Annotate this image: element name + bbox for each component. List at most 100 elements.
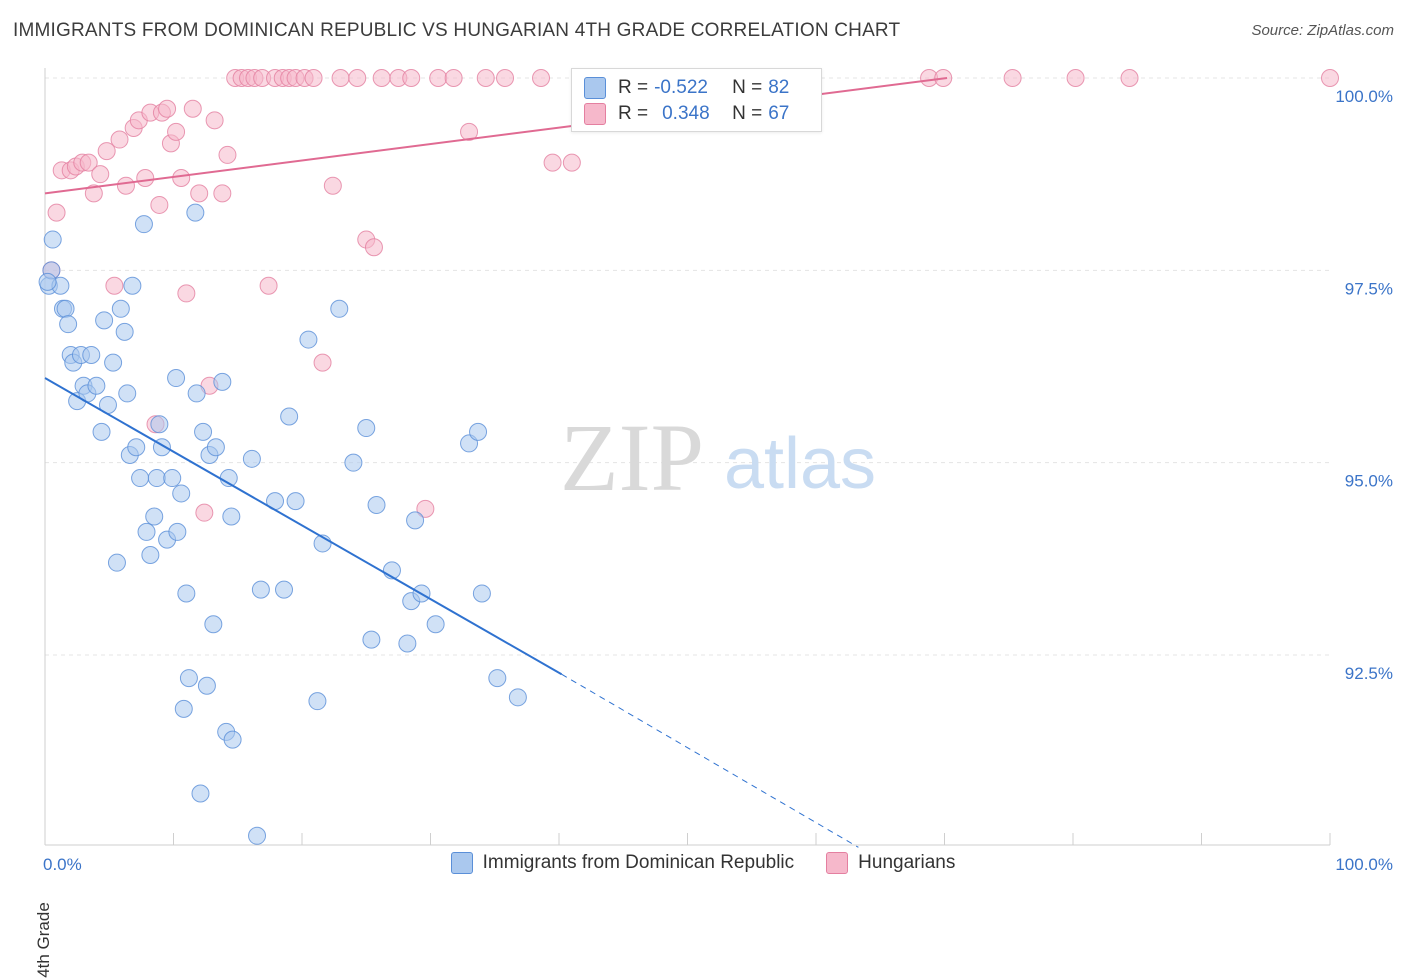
- hungarian-point: [110, 130, 129, 149]
- hungarian-point: [331, 69, 350, 87]
- hungarian-point: [172, 169, 191, 188]
- dominican-point: [179, 669, 198, 688]
- dominican-point: [134, 215, 153, 234]
- dominican-point: [118, 384, 137, 403]
- dominican-point: [194, 422, 213, 441]
- hungarian-point: [1120, 69, 1139, 87]
- hungarian-point: [47, 203, 66, 222]
- dominican-trend-line: [44, 377, 563, 676]
- dominican-point: [406, 511, 425, 530]
- hungarian-point: [348, 69, 367, 87]
- hungarian-point: [105, 276, 124, 295]
- hungarian-point: [460, 122, 479, 141]
- dominican-point: [95, 311, 114, 330]
- dominican-point: [59, 315, 78, 334]
- dominican-point: [206, 438, 225, 457]
- hungarian-point: [218, 145, 237, 164]
- dominican-points: [38, 203, 527, 845]
- hungarian-point: [177, 284, 196, 303]
- x-tick-label: 100.0%: [1335, 855, 1393, 874]
- hungarian-point: [84, 184, 103, 203]
- dominican-point: [426, 615, 445, 634]
- series-legend: Immigrants from Dominican Republic Hunga…: [0, 852, 1406, 874]
- blue-swatch: [584, 77, 606, 99]
- hungarian-point: [158, 99, 177, 118]
- legend-row-dominican: R = -0.522 N = 82: [584, 76, 789, 100]
- dominican-point: [204, 615, 223, 634]
- dominican-point: [187, 384, 206, 403]
- hungarian-point: [496, 69, 515, 87]
- axes: [44, 68, 1331, 846]
- correlation-legend: R = -0.522 N = 82 R = 0.348 N = 67: [571, 68, 822, 132]
- dominican-point: [141, 545, 160, 564]
- y-tick-label: 97.5%: [1345, 279, 1393, 298]
- legend-n-label: N =: [732, 103, 763, 124]
- dominican-point: [150, 415, 169, 434]
- hungarian-point: [190, 184, 209, 203]
- legend-row-hungarians: R = 0.348 N = 67: [584, 102, 789, 126]
- scatter-chart: ZIP atlas 92.5% 95.0% 97.5% 100.0% 0.0% 100.0…: [38, 68, 1393, 874]
- watermark-atlas: atlas: [724, 424, 876, 504]
- dominican-point: [330, 299, 349, 318]
- legend-item-hungarians[interactable]: Hungarians: [826, 852, 955, 874]
- hungarian-point: [116, 176, 135, 195]
- legend-r-label: R =: [618, 77, 649, 98]
- legend-label: Hungarians: [858, 852, 956, 873]
- dominican-point: [362, 630, 381, 649]
- dominican-point: [186, 203, 205, 222]
- hungarian-point: [183, 99, 202, 118]
- hungarian-point: [1066, 69, 1085, 87]
- hungarian-point: [91, 165, 110, 184]
- blue-swatch: [450, 852, 473, 874]
- dominican-point: [177, 584, 196, 603]
- hungarian-point: [532, 69, 551, 87]
- dominican-point: [107, 553, 126, 572]
- hungarian-point: [323, 176, 342, 195]
- dominican-point: [357, 419, 376, 438]
- hungarian-point: [150, 195, 169, 214]
- hungarian-point: [402, 69, 421, 87]
- dominican-point: [286, 492, 305, 511]
- dominican-trend-extension: [561, 673, 859, 848]
- gridlines: [45, 77, 1330, 656]
- dominican-point: [123, 276, 142, 295]
- legend-item-dominican[interactable]: Immigrants from Dominican Republic: [450, 852, 794, 874]
- dominican-point: [308, 692, 327, 711]
- watermark-zip: ZIP: [560, 404, 704, 511]
- hungarian-point: [543, 153, 562, 172]
- dominican-point: [137, 522, 156, 541]
- hungarian-point: [313, 353, 332, 372]
- legend-n-label: N =: [732, 77, 763, 98]
- dominican-point: [280, 407, 299, 426]
- hungarian-point: [79, 153, 98, 172]
- hungarian-point: [213, 184, 232, 203]
- dominican-point: [172, 484, 191, 503]
- dominican-point: [56, 299, 75, 318]
- dominican-point: [131, 469, 150, 488]
- dominican-point: [472, 584, 491, 603]
- dominican-point: [213, 372, 232, 391]
- dominican-point: [197, 676, 216, 695]
- dominican-point: [38, 272, 57, 291]
- dominican-point: [104, 353, 123, 372]
- dominican-point: [367, 495, 386, 514]
- hungarian-point: [416, 499, 435, 518]
- dominican-point: [111, 299, 130, 318]
- dominican-point: [299, 330, 318, 349]
- hungarian-point: [562, 153, 581, 172]
- hungarian-point: [205, 111, 224, 130]
- hungarian-point: [97, 142, 116, 161]
- pink-swatch: [826, 852, 849, 874]
- dominican-point: [242, 449, 261, 468]
- dominican-point: [251, 580, 270, 599]
- legend-n-value: 82: [768, 77, 790, 98]
- hungarian-point: [1321, 69, 1339, 87]
- hungarian-point: [1003, 69, 1022, 87]
- source-label: Source: ZipAtlas.com: [1251, 22, 1394, 39]
- dominican-point: [488, 669, 507, 688]
- dominican-point: [508, 688, 527, 707]
- y-tick-label: 95.0%: [1345, 472, 1393, 491]
- dominican-point: [147, 469, 166, 488]
- hungarian-point: [136, 169, 155, 188]
- hungarian-point: [195, 503, 214, 522]
